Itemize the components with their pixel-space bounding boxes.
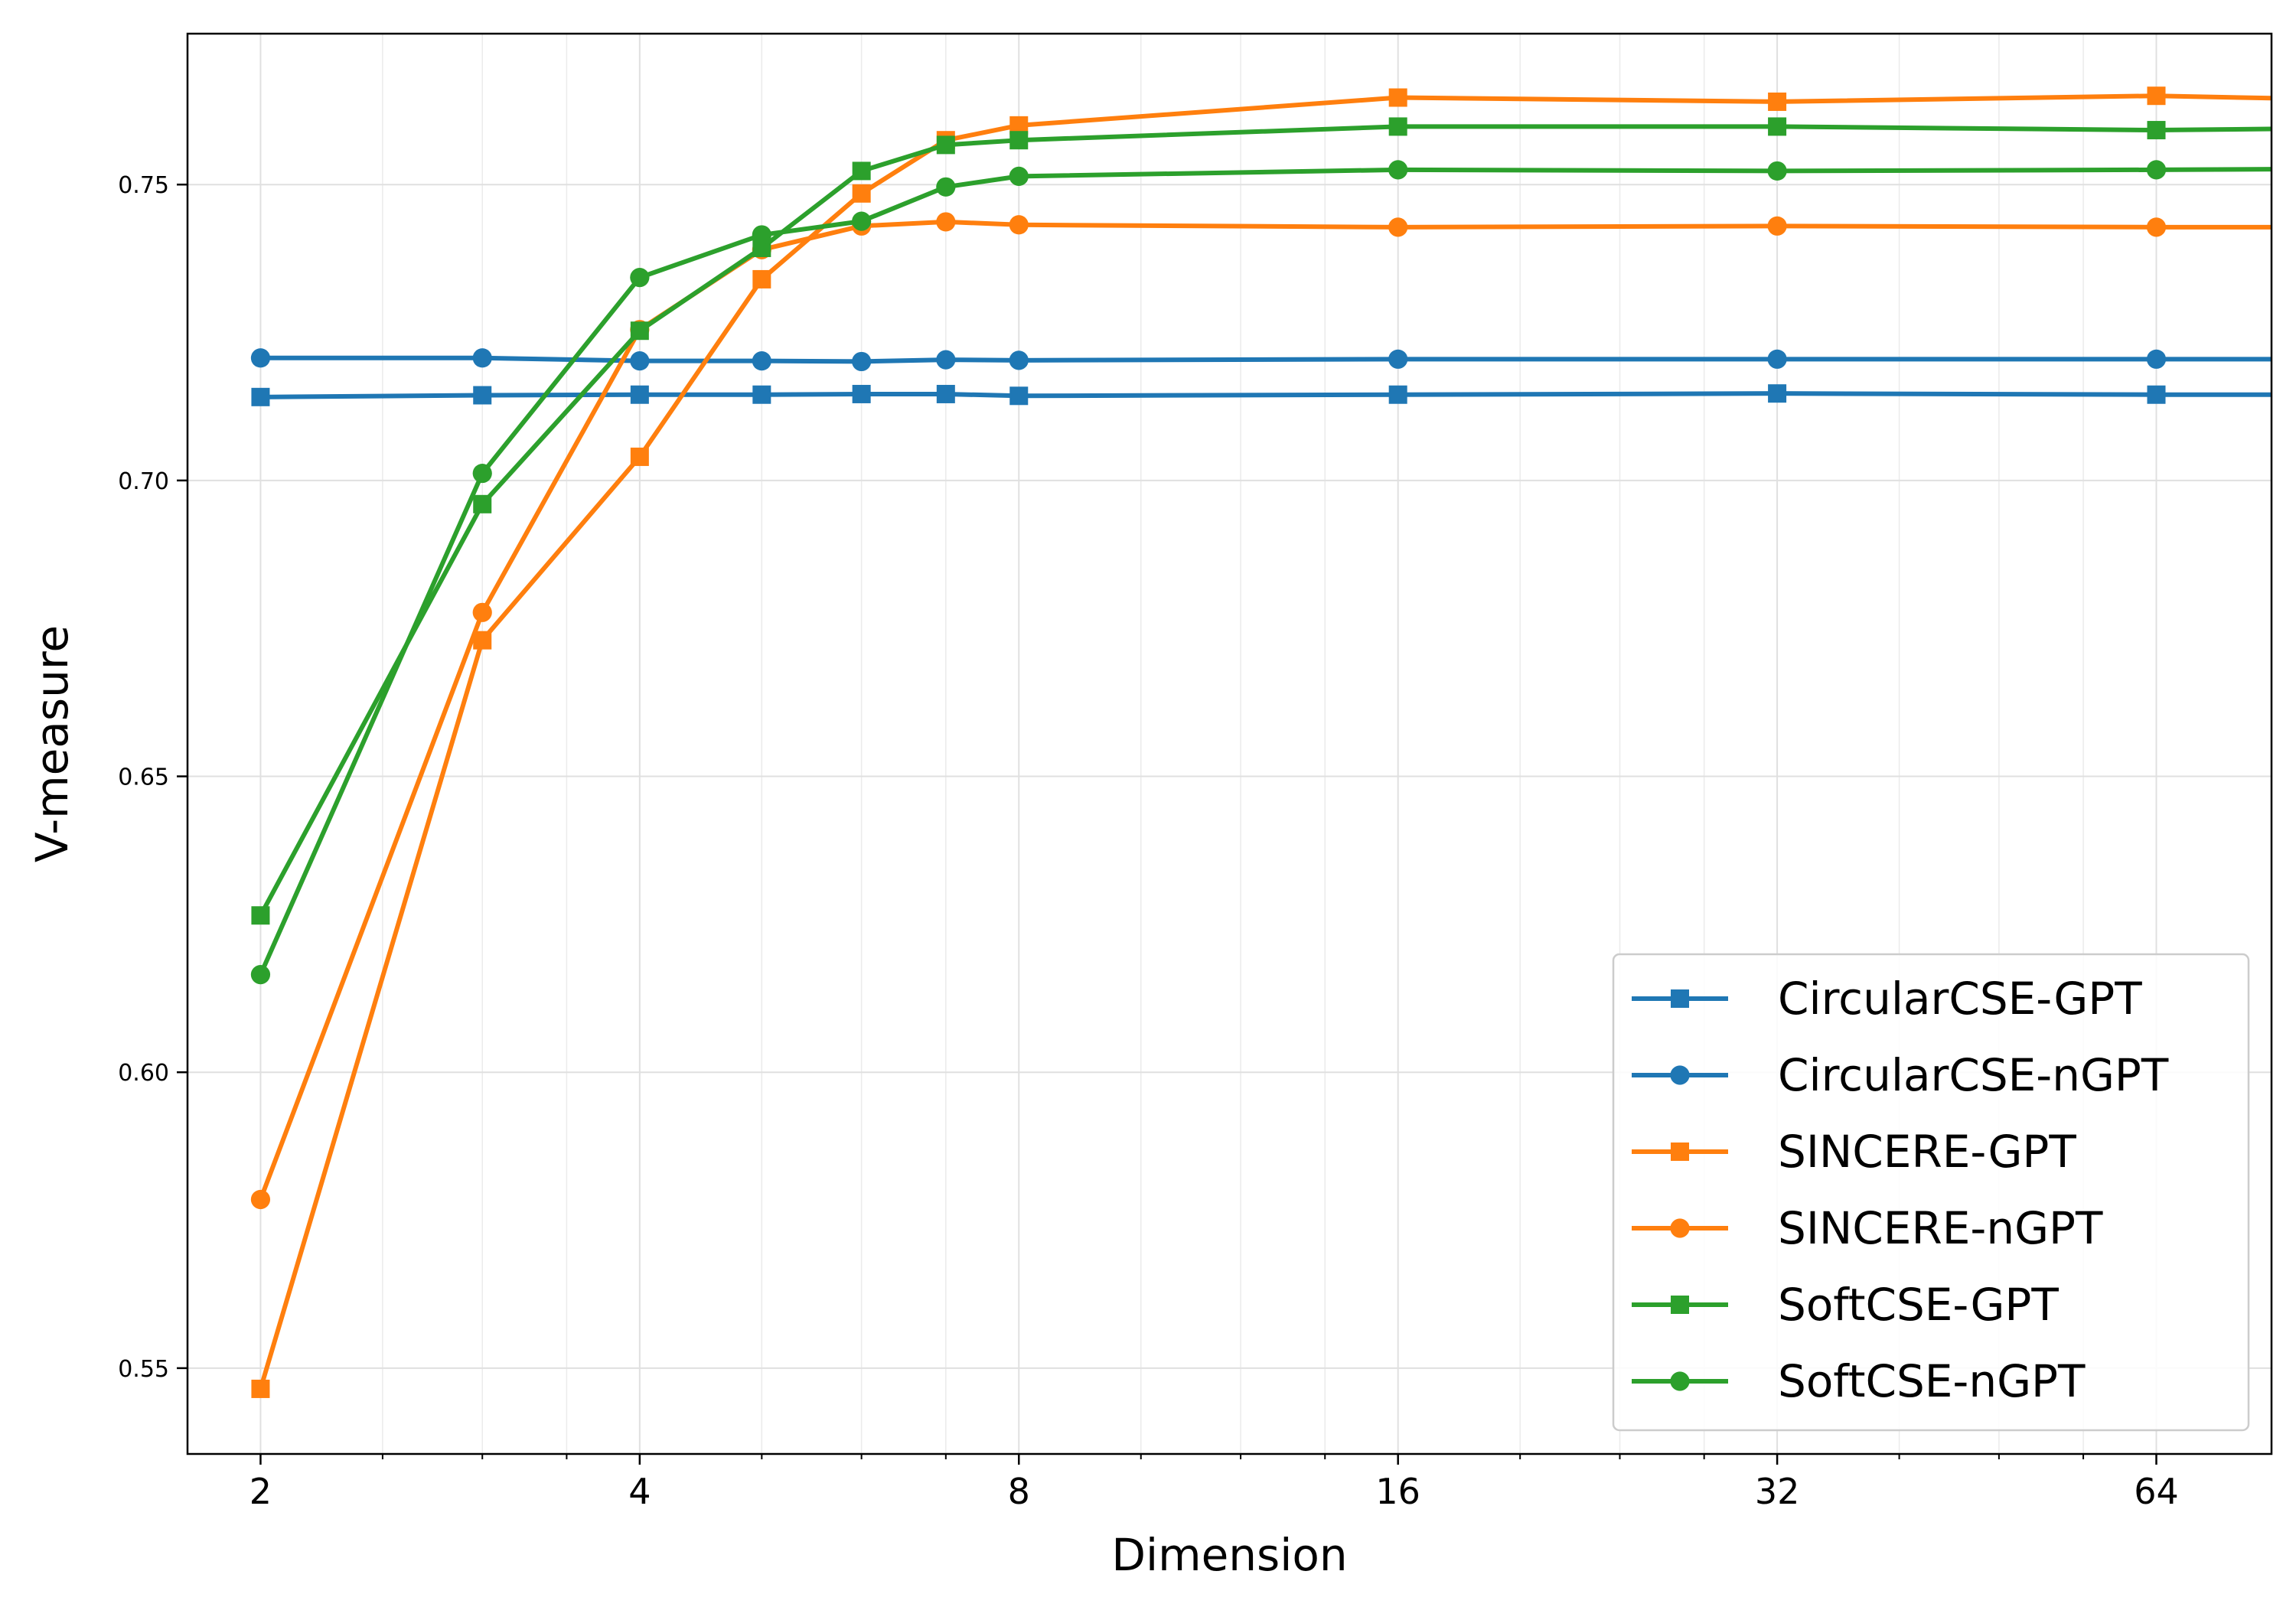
data-point (473, 494, 492, 513)
series-circularcse-gpt (251, 384, 2272, 406)
x-tick-label: 16 (1375, 1471, 1420, 1512)
legend-marker (1670, 1065, 1690, 1085)
data-point (852, 161, 871, 181)
data-point (2147, 121, 2166, 140)
y-tick-label: 0.70 (118, 468, 169, 495)
data-point (2147, 385, 2166, 404)
data-point (250, 1189, 271, 1210)
data-point (936, 350, 956, 370)
data-point (852, 211, 872, 231)
data-point (1009, 131, 1029, 150)
x-tick-label: 64 (2134, 1471, 2179, 1512)
series-circularcse-ngpt (250, 348, 2272, 372)
data-point (936, 135, 955, 155)
data-point (1388, 385, 1407, 404)
legend-label: SINCERE-nGPT (1778, 1202, 2103, 1254)
legend-marker (1671, 1296, 1689, 1314)
y-tick-label: 0.65 (118, 764, 169, 791)
legend-item: CircularCSE-GPT (1632, 973, 2142, 1025)
data-point (630, 447, 649, 466)
data-point (472, 602, 492, 622)
data-point (251, 906, 270, 925)
data-point (752, 385, 771, 404)
data-point (1388, 349, 1408, 369)
legend-label: CircularCSE-nGPT (1778, 1049, 2169, 1101)
data-point (936, 212, 956, 232)
x-axis-title: Dimension (1111, 1529, 1347, 1581)
data-point (1388, 160, 1408, 180)
legend-item: SINCERE-nGPT (1632, 1202, 2103, 1254)
data-point (1768, 384, 1787, 403)
data-point (630, 321, 649, 341)
data-point (1768, 92, 1787, 111)
legend-marker (1670, 1371, 1690, 1391)
legend-marker (1671, 989, 1689, 1008)
data-point (630, 385, 649, 404)
series-softcse-gpt (251, 117, 2272, 925)
series-softcse-ngpt (250, 160, 2272, 985)
legend-marker (1670, 1218, 1690, 1238)
legend-item: SINCERE-GPT (1632, 1126, 2076, 1178)
data-point (251, 387, 270, 406)
series-line (258, 124, 2272, 917)
series-line (260, 355, 2272, 364)
data-point (1767, 161, 1787, 181)
data-point (1009, 350, 1029, 370)
x-tick-label: 32 (1755, 1471, 1800, 1512)
data-point (2146, 349, 2167, 369)
ticks-layer: 2 4 8 16 32 64 0.55 0.60 0.65 0.70 0.75 (118, 172, 2179, 1512)
x-tick-label: 8 (1008, 1471, 1030, 1512)
data-point (1767, 216, 1787, 236)
data-point (852, 384, 871, 403)
series-line (260, 391, 2272, 399)
y-tick-label: 0.55 (118, 1356, 169, 1383)
data-point (472, 463, 492, 484)
y-tick-label: 0.75 (118, 172, 169, 199)
legend-item: SoftCSE-GPT (1632, 1279, 2059, 1331)
data-point (1388, 88, 1407, 107)
legend-label: SINCERE-GPT (1778, 1126, 2076, 1178)
data-point (630, 351, 650, 371)
legend-label: SoftCSE-nGPT (1778, 1355, 2086, 1407)
data-point (1009, 386, 1029, 406)
data-point (2146, 160, 2167, 180)
data-point (852, 184, 871, 203)
y-tick-label: 0.60 (118, 1060, 169, 1087)
legend-item: CircularCSE-nGPT (1632, 1049, 2169, 1101)
data-point (1768, 117, 1787, 136)
legend-marker (1671, 1143, 1689, 1161)
legend-label: SoftCSE-GPT (1778, 1279, 2059, 1331)
data-point (1388, 217, 1408, 237)
data-point (473, 386, 492, 405)
data-point (1388, 117, 1407, 136)
data-point (936, 177, 956, 197)
data-point (752, 269, 771, 288)
x-tick-label: 4 (628, 1471, 651, 1512)
legend-label: CircularCSE-GPT (1778, 973, 2142, 1025)
data-point (2147, 86, 2166, 106)
series-layer (250, 86, 2272, 1398)
data-point (630, 268, 650, 288)
data-point (250, 965, 271, 985)
data-point (250, 348, 271, 368)
x-tick-label: 2 (249, 1471, 272, 1512)
series-line (258, 167, 2272, 976)
data-point (1009, 166, 1029, 186)
legend-item: SoftCSE-nGPT (1632, 1355, 2086, 1407)
plot-frame (186, 32, 2273, 1455)
data-point (1009, 215, 1029, 235)
data-point (936, 384, 955, 403)
data-point (752, 225, 771, 245)
y-axis-title: V-measure (26, 625, 78, 862)
data-point (1767, 349, 1787, 369)
legend: CircularCSE-GPT CircularCSE-nGPT SINCERE-G… (1612, 953, 2250, 1432)
data-point (472, 348, 492, 368)
data-point (2146, 217, 2167, 237)
data-point (251, 1379, 270, 1398)
data-point (852, 351, 872, 372)
data-point (752, 351, 771, 371)
legend-box (1612, 953, 2250, 1432)
